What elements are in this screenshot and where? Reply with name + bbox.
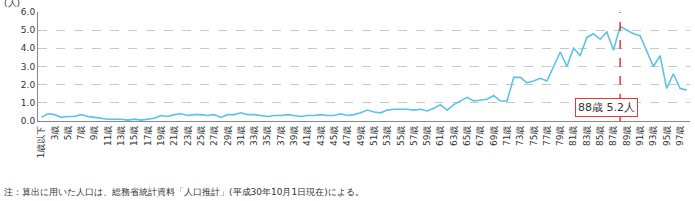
svg-text:89歳: 89歳 — [622, 126, 632, 146]
svg-text:0.0: 0.0 — [21, 116, 36, 126]
svg-text:17歳: 17歳 — [143, 126, 153, 146]
svg-text:49歳: 49歳 — [356, 126, 366, 146]
svg-text:79歳: 79歳 — [555, 126, 565, 146]
svg-text:41歳: 41歳 — [302, 126, 312, 146]
svg-text:83歳: 83歳 — [582, 126, 592, 146]
svg-text:43歳: 43歳 — [316, 126, 326, 146]
svg-text:35歳: 35歳 — [262, 126, 272, 146]
svg-text:71歳: 71歳 — [502, 126, 512, 146]
svg-text:73歳: 73歳 — [515, 126, 525, 146]
svg-text:5.0: 5.0 — [21, 25, 36, 35]
svg-text:注：算出に用いた人口は、総務省統計資料「人口推計」(平成30: 注：算出に用いた人口は、総務省統計資料「人口推計」(平成30年10月1日現在)に… — [4, 187, 364, 197]
svg-text:93歳: 93歳 — [648, 126, 658, 146]
svg-text:7歳: 7歳 — [76, 126, 86, 141]
svg-text:65歳: 65歳 — [462, 126, 472, 146]
svg-text:87歳: 87歳 — [608, 126, 618, 146]
svg-text:47歳: 47歳 — [342, 126, 352, 146]
svg-text:3.0: 3.0 — [21, 62, 36, 72]
svg-text:9歳: 9歳 — [89, 126, 99, 141]
svg-text:(人): (人) — [4, 0, 20, 8]
svg-text:55歳: 55歳 — [396, 126, 406, 146]
svg-text:1.0: 1.0 — [21, 98, 36, 108]
svg-text:88歳 5.2人: 88歳 5.2人 — [578, 101, 635, 114]
svg-text:77歳: 77歳 — [542, 126, 552, 146]
svg-text:11歳: 11歳 — [103, 126, 113, 146]
svg-text:3歳: 3歳 — [50, 126, 60, 141]
svg-text:4.0: 4.0 — [21, 43, 36, 53]
svg-text:59歳: 59歳 — [422, 126, 432, 146]
svg-text:37歳: 37歳 — [276, 126, 286, 146]
svg-text:69歳: 69歳 — [489, 126, 499, 146]
svg-text:31歳: 31歳 — [236, 126, 246, 146]
svg-text:53歳: 53歳 — [382, 126, 392, 146]
svg-text:21歳: 21歳 — [169, 126, 179, 146]
svg-text:67歳: 67歳 — [475, 126, 485, 146]
svg-text:39歳: 39歳 — [289, 126, 299, 146]
svg-text:23歳: 23歳 — [183, 126, 193, 146]
svg-text:95歳: 95歳 — [662, 126, 672, 146]
svg-text:15歳: 15歳 — [129, 126, 139, 146]
svg-text:91歳: 91歳 — [635, 126, 645, 146]
svg-text:51歳: 51歳 — [369, 126, 379, 146]
svg-text:5歳: 5歳 — [63, 126, 73, 141]
svg-text:1歳以下: 1歳以下 — [36, 126, 46, 159]
svg-text:45歳: 45歳 — [329, 126, 339, 146]
svg-text:6.0: 6.0 — [21, 7, 36, 17]
svg-text:97歳: 97歳 — [675, 126, 685, 146]
svg-text:25歳: 25歳 — [196, 126, 206, 146]
svg-text:57歳: 57歳 — [409, 126, 419, 146]
svg-text:81歳: 81歳 — [568, 126, 578, 146]
svg-text:19歳: 19歳 — [156, 126, 166, 146]
svg-text:2.0: 2.0 — [21, 80, 36, 90]
svg-text:29歳: 29歳 — [223, 126, 233, 146]
svg-text:75歳: 75歳 — [529, 126, 539, 146]
svg-text:13歳: 13歳 — [116, 126, 126, 146]
svg-text:27歳: 27歳 — [209, 126, 219, 146]
svg-text:61歳: 61歳 — [435, 126, 445, 146]
svg-text:63歳: 63歳 — [449, 126, 459, 146]
svg-text:33歳: 33歳 — [249, 126, 259, 146]
svg-text:85歳: 85歳 — [595, 126, 605, 146]
